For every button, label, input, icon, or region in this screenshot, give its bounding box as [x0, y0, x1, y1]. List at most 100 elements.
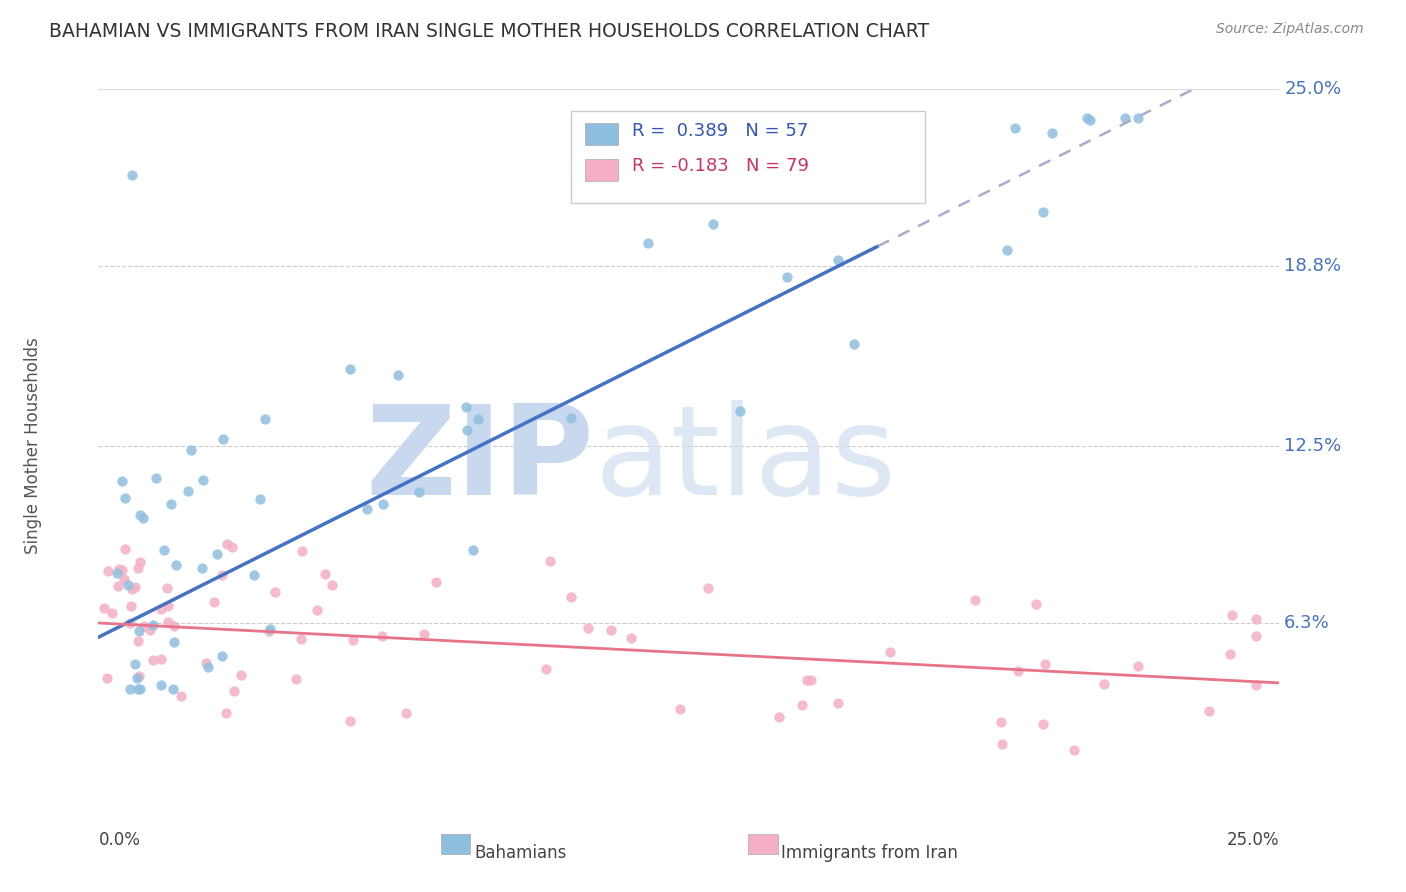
- Point: [314, 566, 336, 581]
- Point: [193, 473, 215, 487]
- Point: [202, 595, 225, 609]
- Point: [156, 582, 179, 596]
- Point: [800, 673, 823, 687]
- Point: [291, 544, 314, 558]
- Point: [128, 669, 150, 683]
- Point: [1092, 677, 1115, 691]
- Text: Bahamians: Bahamians: [474, 844, 567, 863]
- Point: [796, 673, 818, 687]
- Point: [118, 615, 141, 630]
- Point: [114, 572, 136, 586]
- Point: [454, 400, 477, 414]
- Text: atlas: atlas: [595, 400, 897, 521]
- Point: [1063, 743, 1085, 757]
- Point: [1244, 629, 1267, 643]
- Point: [117, 578, 139, 592]
- Point: [620, 631, 643, 645]
- Point: [560, 591, 582, 605]
- Point: [461, 543, 484, 558]
- Point: [1007, 665, 1029, 679]
- Point: [229, 668, 252, 682]
- Point: [125, 671, 148, 685]
- Point: [395, 706, 418, 720]
- Point: [177, 484, 200, 499]
- Point: [243, 568, 266, 582]
- Text: 18.8%: 18.8%: [1284, 257, 1341, 275]
- Point: [1220, 608, 1243, 623]
- Point: [342, 633, 364, 648]
- Point: [96, 672, 118, 686]
- Point: [356, 502, 378, 516]
- Point: [339, 714, 361, 728]
- Point: [467, 411, 489, 425]
- Point: [1080, 113, 1102, 128]
- Text: Single Mother Households: Single Mother Households: [24, 338, 42, 554]
- Text: 6.3%: 6.3%: [1284, 614, 1330, 632]
- Text: 0.0%: 0.0%: [98, 831, 141, 849]
- Point: [129, 681, 152, 696]
- Point: [371, 497, 394, 511]
- Point: [128, 555, 150, 569]
- Point: [160, 497, 183, 511]
- Point: [965, 592, 987, 607]
- Point: [879, 644, 901, 658]
- Point: [990, 715, 1012, 730]
- Point: [107, 562, 129, 576]
- Text: Immigrants from Iran: Immigrants from Iran: [782, 844, 957, 863]
- Point: [165, 558, 187, 573]
- Point: [538, 554, 561, 568]
- Point: [111, 474, 134, 488]
- Point: [217, 537, 239, 551]
- Text: ZIP: ZIP: [366, 400, 595, 521]
- Point: [1114, 111, 1136, 125]
- Point: [425, 575, 447, 590]
- Point: [127, 634, 149, 648]
- Point: [1040, 126, 1063, 140]
- Point: [114, 542, 136, 557]
- Point: [120, 599, 142, 614]
- FancyBboxPatch shape: [571, 111, 925, 203]
- Point: [991, 737, 1014, 751]
- Point: [827, 253, 849, 268]
- Point: [191, 560, 214, 574]
- Point: [599, 623, 621, 637]
- Point: [224, 684, 246, 698]
- Point: [114, 491, 136, 505]
- Point: [149, 652, 172, 666]
- Point: [142, 618, 165, 632]
- Point: [149, 678, 172, 692]
- Point: [1076, 111, 1098, 125]
- Point: [776, 270, 799, 285]
- Point: [259, 622, 281, 636]
- Text: 12.5%: 12.5%: [1284, 437, 1341, 455]
- Point: [124, 657, 146, 671]
- Point: [560, 410, 582, 425]
- Point: [211, 433, 233, 447]
- Point: [163, 635, 186, 649]
- Point: [93, 601, 115, 615]
- Point: [169, 689, 191, 703]
- Point: [371, 629, 394, 643]
- Point: [995, 244, 1018, 258]
- Point: [669, 702, 692, 716]
- Point: [1244, 613, 1267, 627]
- Point: [1244, 678, 1267, 692]
- Point: [408, 485, 430, 500]
- Point: [121, 582, 143, 597]
- Point: [307, 603, 329, 617]
- Bar: [585, 123, 619, 145]
- Point: [197, 660, 219, 674]
- Point: [263, 584, 285, 599]
- Point: [132, 511, 155, 525]
- Bar: [748, 834, 778, 855]
- Point: [576, 622, 599, 636]
- Point: [139, 623, 162, 637]
- Point: [290, 632, 312, 647]
- Point: [1025, 597, 1047, 611]
- Point: [107, 579, 129, 593]
- Point: [412, 626, 434, 640]
- Point: [1032, 204, 1054, 219]
- Point: [339, 362, 361, 376]
- Point: [162, 681, 184, 696]
- Point: [111, 562, 134, 576]
